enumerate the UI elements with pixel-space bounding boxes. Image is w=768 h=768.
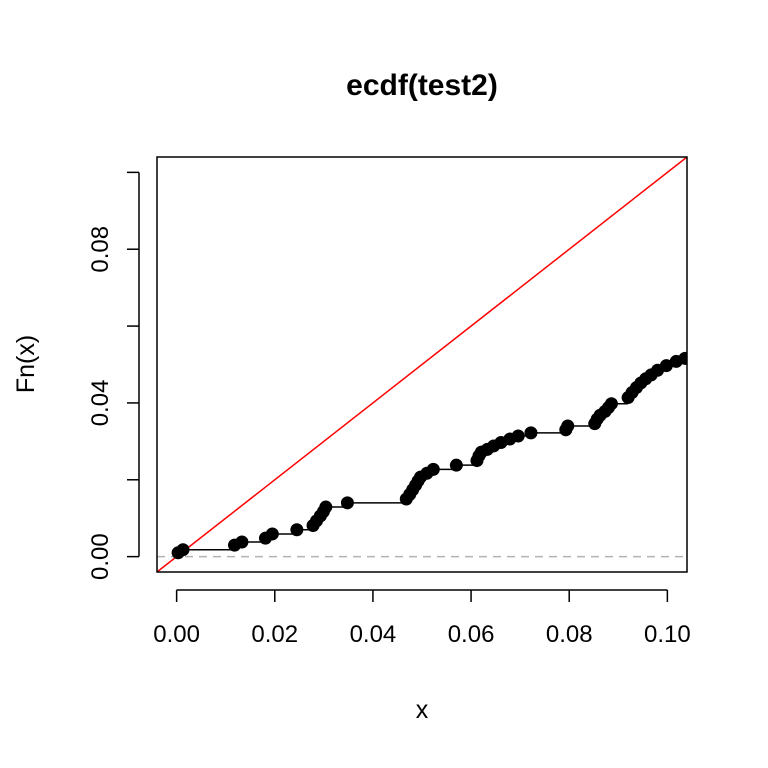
reference-line — [157, 157, 687, 572]
x-tick-label: 0.10 — [644, 621, 691, 648]
data-point — [561, 419, 575, 433]
y-axis-label: Fn(x) — [12, 335, 40, 393]
x-tick-label: 0.00 — [153, 621, 200, 648]
data-point — [426, 462, 440, 476]
data-point — [340, 496, 354, 510]
x-tick-label: 0.02 — [251, 621, 298, 648]
y-axis: 0.00 0.04 0.08 — [87, 171, 140, 580]
y-tick-label: 0.00 — [87, 533, 114, 580]
data-point — [659, 359, 673, 373]
y-tick-label: 0.04 — [87, 380, 114, 427]
data-point — [678, 351, 687, 365]
x-axis: 0.00 0.02 0.04 0.06 0.08 0.10 — [153, 589, 691, 648]
x-tick-label: 0.08 — [546, 621, 593, 648]
data-point — [449, 458, 463, 472]
x-tick-label: 0.06 — [448, 621, 495, 648]
data-point — [511, 429, 525, 443]
data-point — [265, 527, 279, 541]
data-point — [319, 500, 333, 514]
y-tick-label: 0.08 — [87, 226, 114, 273]
data-point — [176, 543, 190, 557]
data-point — [235, 535, 249, 549]
x-tick-label: 0.04 — [350, 621, 397, 648]
chart-title: ecdf(test2) — [346, 69, 498, 102]
plot-layer — [157, 157, 687, 572]
plot-content — [157, 157, 687, 572]
x-axis-label: x — [416, 696, 429, 724]
data-point — [290, 523, 304, 537]
data-point — [524, 426, 538, 440]
plot-frame — [156, 156, 688, 573]
data-point — [604, 397, 618, 411]
